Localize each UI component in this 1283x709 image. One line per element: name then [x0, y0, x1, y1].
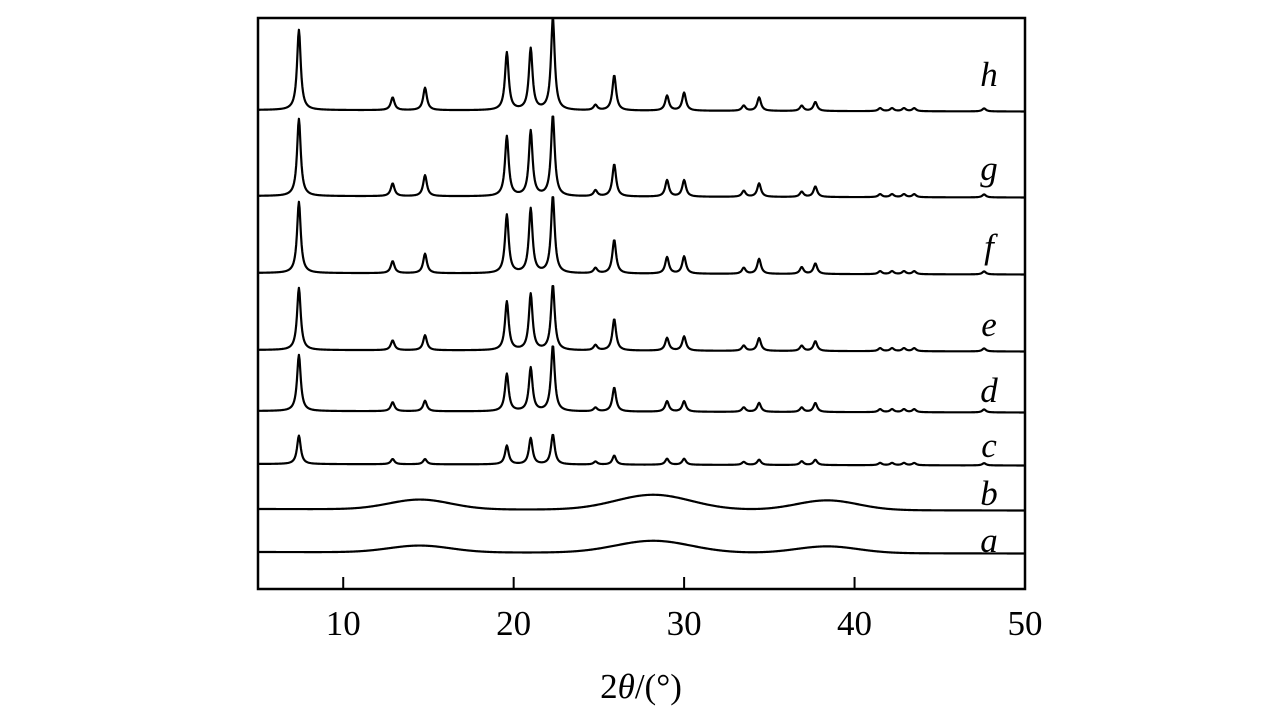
series-line-d [257, 345, 1026, 414]
series-label-a: a [980, 521, 998, 560]
x-axis-title-symbol: θ [618, 667, 635, 706]
series-line-a [257, 539, 1026, 555]
x-tick-label-40: 40 [837, 604, 872, 643]
series-label-f: f [984, 227, 998, 266]
series-line-h [257, 18, 1026, 113]
x-axis-title: 2θ/(°) [600, 667, 682, 706]
series-line-b [257, 493, 1026, 512]
x-axis-title-prefix: 2 [600, 667, 618, 706]
plot-frame [256, 16, 1027, 591]
series-label-d: d [980, 371, 998, 410]
x-tick-label-30: 30 [667, 604, 702, 643]
x-tick-label-10: 10 [326, 604, 361, 643]
x-axis-title-suffix: /(°) [635, 667, 682, 706]
series-label-e: e [981, 305, 997, 344]
x-axis-tick-labels: 10 20 30 40 50 [326, 604, 1043, 643]
series-label-g: g [980, 149, 998, 188]
series-line-c [257, 433, 1026, 467]
series-label-c: c [981, 426, 997, 465]
series-line-g [257, 115, 1026, 199]
x-tick-label-50: 50 [1008, 604, 1043, 643]
series-line-f [257, 196, 1026, 276]
x-tick-label-20: 20 [496, 604, 531, 643]
x-axis-ticks [342, 577, 1026, 589]
series-label-b: b [980, 474, 998, 513]
series-line-e [257, 284, 1026, 353]
series-label-h: h [980, 55, 998, 94]
series-lines [257, 18, 1026, 555]
